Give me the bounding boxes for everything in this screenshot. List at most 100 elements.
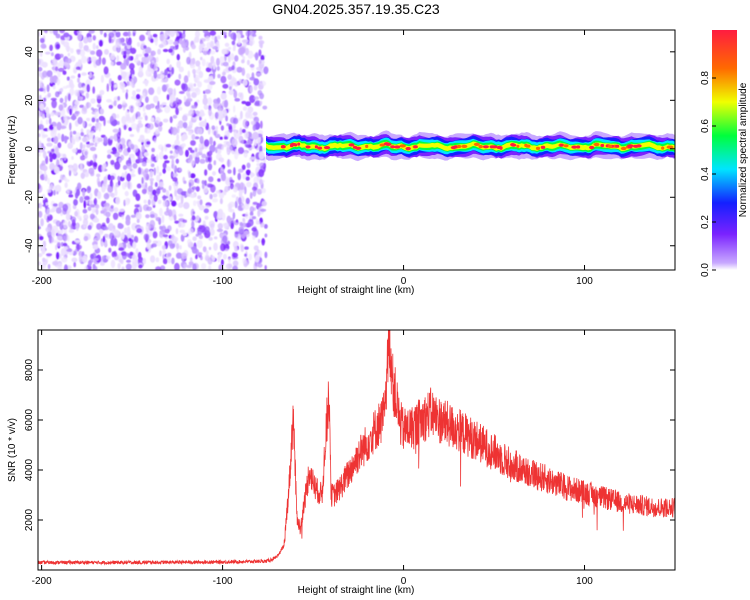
noise-blob bbox=[236, 66, 243, 73]
noise-blob bbox=[234, 245, 239, 252]
noise-blob bbox=[202, 246, 207, 253]
noise-blob bbox=[87, 225, 92, 230]
noise-blob bbox=[122, 100, 126, 106]
noise-blob bbox=[183, 263, 188, 268]
noise-blob bbox=[130, 123, 138, 130]
signal-peak bbox=[589, 145, 595, 150]
signal-peak bbox=[478, 145, 483, 149]
noise-blob bbox=[130, 214, 136, 218]
noise-blob bbox=[142, 92, 146, 99]
noise-blob bbox=[123, 50, 127, 55]
noise-blob bbox=[133, 262, 139, 267]
noise-blob bbox=[75, 222, 80, 231]
noise-blob bbox=[94, 109, 99, 118]
noise-blob bbox=[217, 178, 221, 182]
noise-blob bbox=[156, 105, 161, 114]
noise-blob bbox=[117, 136, 121, 144]
noise-blob bbox=[85, 92, 89, 99]
signal-peak bbox=[615, 144, 620, 148]
noise-blob bbox=[166, 94, 170, 101]
noise-blob bbox=[225, 264, 229, 269]
noise-blob bbox=[174, 79, 181, 86]
noise-blob bbox=[258, 168, 265, 178]
noise-blob bbox=[218, 103, 222, 113]
noise-blob bbox=[217, 212, 223, 219]
noise-blob bbox=[189, 122, 193, 127]
noise-blob bbox=[251, 231, 257, 236]
noise-blob bbox=[65, 58, 72, 64]
noise-blob bbox=[203, 104, 209, 110]
noise-blob bbox=[103, 136, 108, 144]
noise-blob bbox=[42, 259, 48, 266]
noise-blob bbox=[198, 71, 204, 79]
noise-blob bbox=[95, 208, 99, 215]
signal-peak bbox=[666, 145, 674, 149]
signal-peak bbox=[323, 146, 331, 150]
noise-blob bbox=[222, 253, 227, 260]
noise-blob bbox=[63, 114, 68, 122]
noise-blob bbox=[135, 248, 139, 255]
signal-peak bbox=[563, 144, 569, 148]
noise-blob bbox=[174, 220, 180, 224]
noise-blob bbox=[195, 186, 200, 192]
noise-blob bbox=[112, 212, 119, 220]
noise-blob bbox=[150, 163, 155, 168]
noise-blob bbox=[201, 43, 206, 48]
noise-blob bbox=[102, 235, 106, 243]
noise-blob bbox=[194, 136, 200, 140]
noise-blob bbox=[127, 181, 131, 189]
noise-blob bbox=[188, 109, 195, 117]
noise-blob bbox=[137, 167, 142, 175]
noise-blob bbox=[167, 240, 173, 247]
noise-blob bbox=[146, 242, 150, 250]
noise-blob bbox=[237, 168, 244, 173]
noise-blob bbox=[166, 166, 171, 172]
noise-blob bbox=[242, 79, 248, 86]
noise-blob bbox=[114, 252, 118, 257]
noise-blob bbox=[164, 160, 170, 164]
noise-blob bbox=[88, 167, 95, 175]
noise-blob bbox=[209, 50, 216, 55]
noise-blob bbox=[182, 115, 188, 122]
noise-blob bbox=[169, 150, 173, 154]
noise-blob bbox=[160, 74, 165, 80]
noise-blob bbox=[164, 30, 171, 38]
noise-blob bbox=[234, 231, 240, 235]
noise-blob bbox=[73, 262, 76, 268]
noise-blob bbox=[233, 167, 236, 176]
noise-blob bbox=[138, 264, 143, 269]
noise-blob bbox=[108, 78, 113, 87]
noise-blob bbox=[206, 183, 213, 188]
noise-blob bbox=[169, 155, 176, 160]
signal-peak bbox=[355, 146, 362, 150]
noise-blob bbox=[232, 252, 239, 258]
signal-peak bbox=[491, 145, 498, 149]
noise-blob bbox=[245, 176, 250, 181]
noise-blob bbox=[108, 32, 115, 39]
noise-blob bbox=[226, 144, 233, 153]
noise-blob bbox=[153, 62, 158, 71]
noise-blob bbox=[217, 255, 221, 263]
noise-blob bbox=[112, 128, 119, 133]
noise-blob bbox=[190, 140, 196, 146]
noise-blob bbox=[38, 226, 41, 230]
noise-blob bbox=[111, 80, 114, 85]
signal-peak bbox=[305, 145, 311, 149]
noise-blob bbox=[213, 242, 218, 251]
noise-blob bbox=[70, 75, 76, 79]
noise-blob bbox=[103, 117, 106, 127]
noise-blob bbox=[173, 214, 177, 222]
noise-blob bbox=[147, 30, 151, 38]
noise-blob bbox=[146, 141, 151, 145]
noise-blob bbox=[39, 82, 42, 87]
noise-blob bbox=[216, 66, 220, 71]
noise-blob bbox=[168, 209, 173, 217]
noise-blob bbox=[117, 223, 124, 229]
noise-blob bbox=[49, 162, 55, 171]
noise-blob bbox=[193, 83, 197, 87]
noise-blob bbox=[204, 89, 211, 94]
noise-blob bbox=[38, 66, 43, 72]
noise-blob bbox=[176, 33, 180, 37]
noise-blob bbox=[222, 71, 226, 76]
